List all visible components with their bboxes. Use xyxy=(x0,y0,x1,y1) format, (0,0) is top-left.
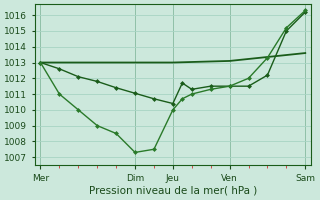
X-axis label: Pression niveau de la mer( hPa ): Pression niveau de la mer( hPa ) xyxy=(89,186,257,196)
